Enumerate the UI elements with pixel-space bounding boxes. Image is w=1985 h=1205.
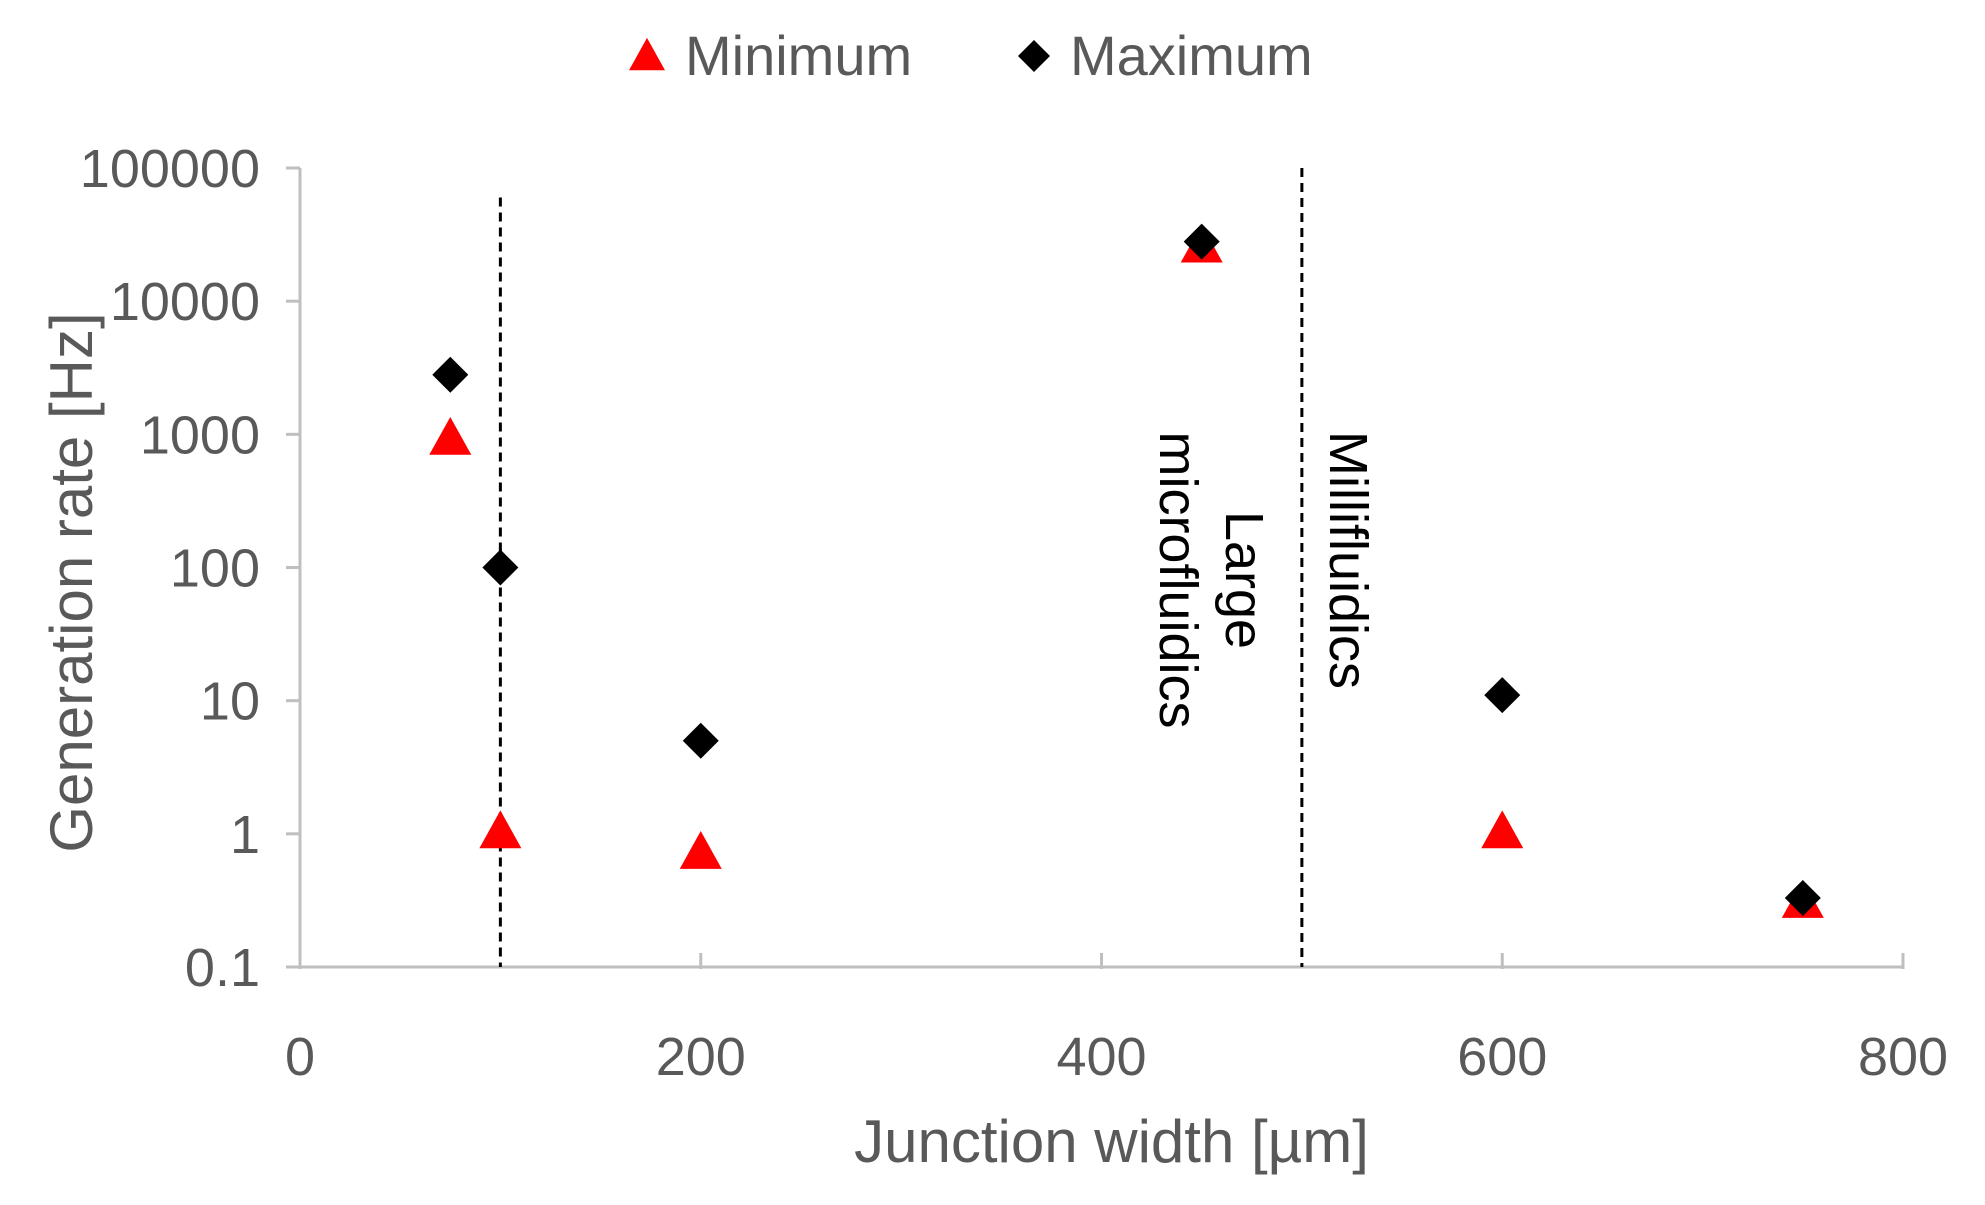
x-tick-label: 0 — [285, 1027, 315, 1087]
y-tick-label: 10000 — [110, 272, 260, 332]
minimum-point — [679, 831, 722, 869]
millifluidics-label: Millifluidics — [1318, 431, 1378, 689]
region-label-line: Large — [1214, 511, 1274, 649]
minimum-point — [479, 810, 522, 849]
minimum-point — [429, 416, 472, 455]
x-axis-ticks: 0 200 400 600 800 — [285, 953, 1948, 1087]
x-tick-label: 200 — [656, 1027, 746, 1087]
maximum-point — [1183, 223, 1220, 260]
minimum-point — [1481, 810, 1524, 849]
legend-item-maximum: Maximum — [1018, 24, 1313, 87]
maximum-point — [682, 722, 719, 759]
maximum-point — [482, 549, 519, 586]
legend-diamond-icon — [1018, 40, 1050, 72]
x-tick-label: 400 — [1056, 1027, 1146, 1087]
region-label-line: microfluidics — [1148, 431, 1208, 728]
y-axis-title: Generation rate [Hz] — [38, 312, 105, 852]
maximum-point — [432, 356, 469, 393]
y-axis-ticks: 0.1 1 10 100 1000 10000 100000 — [80, 139, 300, 998]
maximum-point — [1784, 879, 1821, 916]
data-points — [429, 223, 1824, 918]
y-tick-label: 10 — [200, 672, 260, 732]
y-tick-label: 100000 — [80, 139, 260, 199]
maximum-point — [1484, 677, 1521, 714]
y-tick-label: 1000 — [140, 405, 260, 465]
legend-triangle-icon — [629, 37, 665, 71]
legend: Minimum Maximum — [629, 24, 1313, 87]
x-axis-title: Junction width [µm] — [854, 1108, 1369, 1175]
y-tick-label: 1 — [230, 805, 260, 865]
region-divider-lines — [498, 168, 1304, 967]
x-tick-label: 800 — [1858, 1027, 1948, 1087]
region-label-line: Millifluidics — [1318, 431, 1378, 689]
legend-label: Minimum — [685, 24, 912, 87]
y-tick-label: 0.1 — [185, 938, 260, 998]
x-tick-label: 600 — [1457, 1027, 1547, 1087]
legend-label: Maximum — [1070, 24, 1313, 87]
y-tick-label: 100 — [170, 539, 260, 599]
legend-item-minimum: Minimum — [629, 24, 912, 87]
